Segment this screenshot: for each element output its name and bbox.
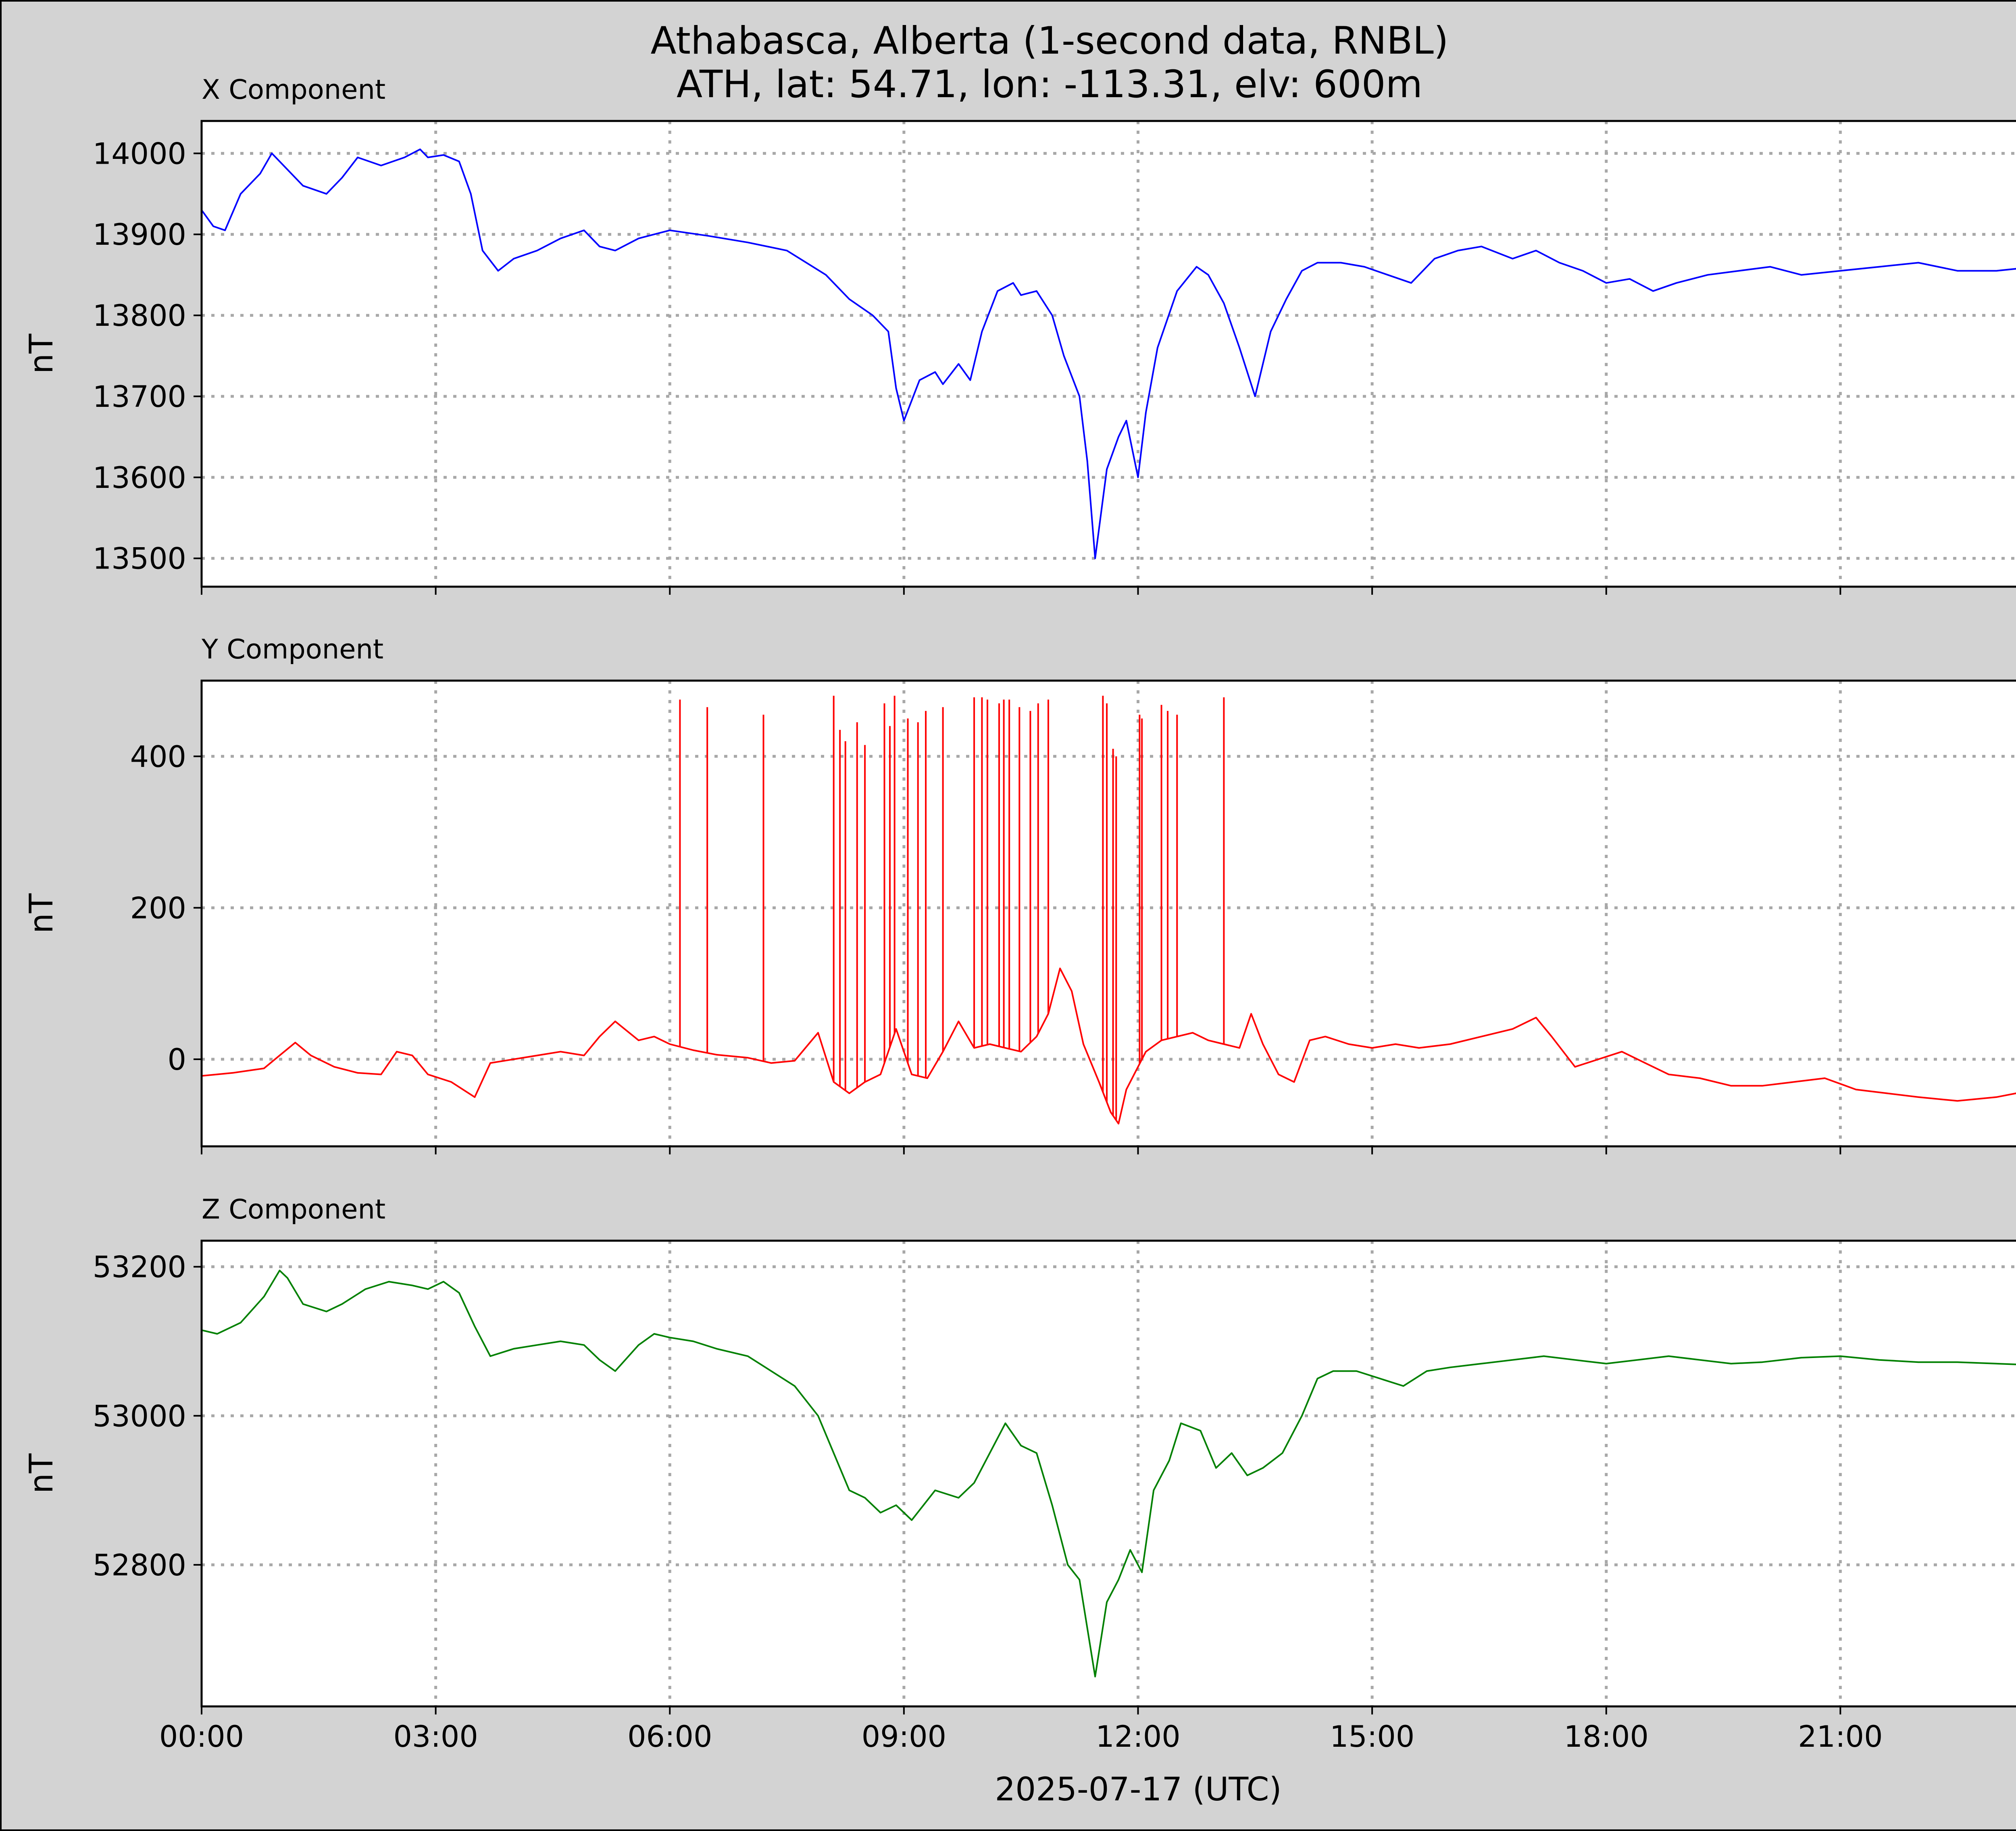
y-tick-label: 13800 xyxy=(93,299,186,333)
y-axis-label: nT xyxy=(23,893,60,934)
x-tick-label: 15:00 xyxy=(1330,1720,1414,1754)
panel-title: Z Component xyxy=(202,1194,385,1225)
panel-title: Y Component xyxy=(201,633,383,665)
x-tick-label: 12:00 xyxy=(1095,1720,1180,1754)
plot-area xyxy=(202,1241,2016,1706)
plot-frame xyxy=(200,1239,2016,1708)
plot-frame xyxy=(200,120,2016,588)
x-tick-label: 18:00 xyxy=(1564,1720,1649,1754)
y-tick-label: 200 xyxy=(130,891,186,925)
y-tick-label: 52800 xyxy=(93,1548,186,1583)
x-tick-label: 00:00 xyxy=(159,1720,244,1754)
x-tick-label: 06:00 xyxy=(627,1720,712,1754)
x-tick-label: 21:00 xyxy=(1798,1720,1883,1754)
plot-frame xyxy=(200,679,2016,1148)
plot-area xyxy=(202,681,2016,1146)
y-tick-label: 53200 xyxy=(93,1250,186,1285)
y-component-panel: 0 200 400 Y Component nT xyxy=(23,633,2016,1154)
panels: 13500 13600 13700 13800 13900 14000 X Componen… xyxy=(23,74,2016,1754)
z-component-panel: 00:00 03:00 06:00 09:00 12:00 15:00 18:00 21:00… xyxy=(23,1194,2016,1754)
y-tick-label: 13600 xyxy=(93,461,186,495)
y-tick-label: 13500 xyxy=(93,542,186,576)
y-tick-label: 14000 xyxy=(93,137,186,171)
y-tick-label: 53000 xyxy=(93,1399,186,1433)
plot-area xyxy=(202,121,2016,587)
y-tick-label: 0 xyxy=(168,1043,186,1077)
x-axis-label: 2025-07-17 (UTC) xyxy=(995,1771,1281,1808)
x-component-series xyxy=(201,148,2016,559)
chart-title: Athabasca, Alberta (1-second data, RNBL) xyxy=(650,19,1448,63)
y-tick-label: 13700 xyxy=(93,380,186,414)
panel-title: X Component xyxy=(202,74,385,105)
x-component-panel: 13500 13600 13700 13800 13900 14000 X Componen… xyxy=(23,74,2016,595)
chart-subtitle: ATH, lat: 54.71, lon: -113.31, elv: 600m xyxy=(677,62,1422,106)
x-tick-label: 09:00 xyxy=(862,1720,946,1754)
y-tick-label: 13900 xyxy=(93,218,186,252)
z-component-series xyxy=(201,1269,2016,1678)
y-component-series xyxy=(201,967,2016,1125)
x-tick-label: 03:00 xyxy=(393,1720,478,1754)
y-axis-label: nT xyxy=(23,333,60,374)
y-axis-label: nT xyxy=(23,1453,60,1494)
y-tick-label: 400 xyxy=(130,740,186,774)
